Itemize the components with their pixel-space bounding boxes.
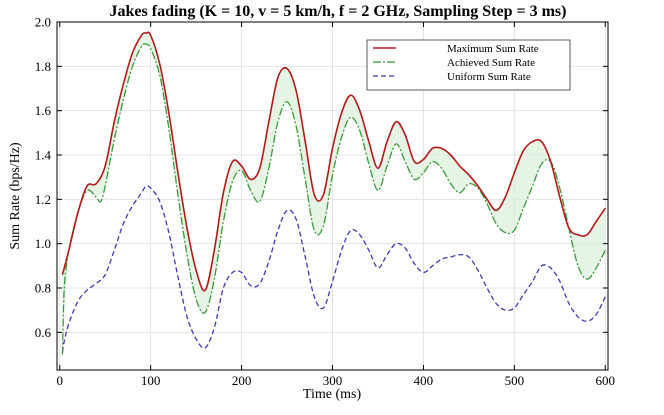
y-tick-label-0: 0.6 — [35, 325, 52, 340]
chart-title: Jakes fading (K = 10, v = 5 km/h, f = 2 … — [110, 3, 567, 20]
series-group — [61, 31, 606, 355]
x-tick-label-5: 500 — [505, 373, 525, 388]
series-line-0 — [61, 31, 606, 292]
y-tick-label-2: 1.0 — [35, 236, 51, 251]
y-tick-label-6: 1.8 — [35, 59, 51, 74]
legend: Maximum Sum Rate Achieved Sum Rate Unifo… — [366, 39, 571, 91]
y-tick-label-1: 0.8 — [35, 280, 51, 295]
x-tick-label-2: 200 — [232, 373, 252, 388]
x-tick-label-3: 300 — [323, 373, 343, 388]
x-tick-label-6: 600 — [596, 373, 616, 388]
x-tick-label-1: 100 — [141, 373, 161, 388]
y-tick-label-7: 2.0 — [35, 15, 51, 30]
x-tick-label-4: 400 — [414, 373, 434, 388]
legend-label-0: Maximum Sum Rate — [447, 43, 539, 55]
series-line-1 — [61, 43, 606, 355]
x-axis-label: Time (ms) — [303, 387, 362, 402]
y-tick-label-5: 1.6 — [35, 103, 52, 118]
x-tick-label-0: 0 — [56, 373, 63, 388]
legend-label-2: Uniform Sum Rate — [447, 71, 531, 83]
y-axis-label: Sum Rate (bps/Hz) — [8, 142, 23, 250]
legend-label-1: Achieved Sum Rate — [447, 57, 535, 69]
series-line-2 — [61, 185, 606, 353]
y-tick-label-3: 1.2 — [35, 192, 51, 207]
axis-ticks: 0 100 200 300 400 500 600 0.6 0.8 1.0 1.2 1.4 1.6 1.8… — [35, 15, 615, 389]
y-tick-label-4: 1.4 — [35, 147, 52, 162]
legend-box — [366, 39, 571, 91]
